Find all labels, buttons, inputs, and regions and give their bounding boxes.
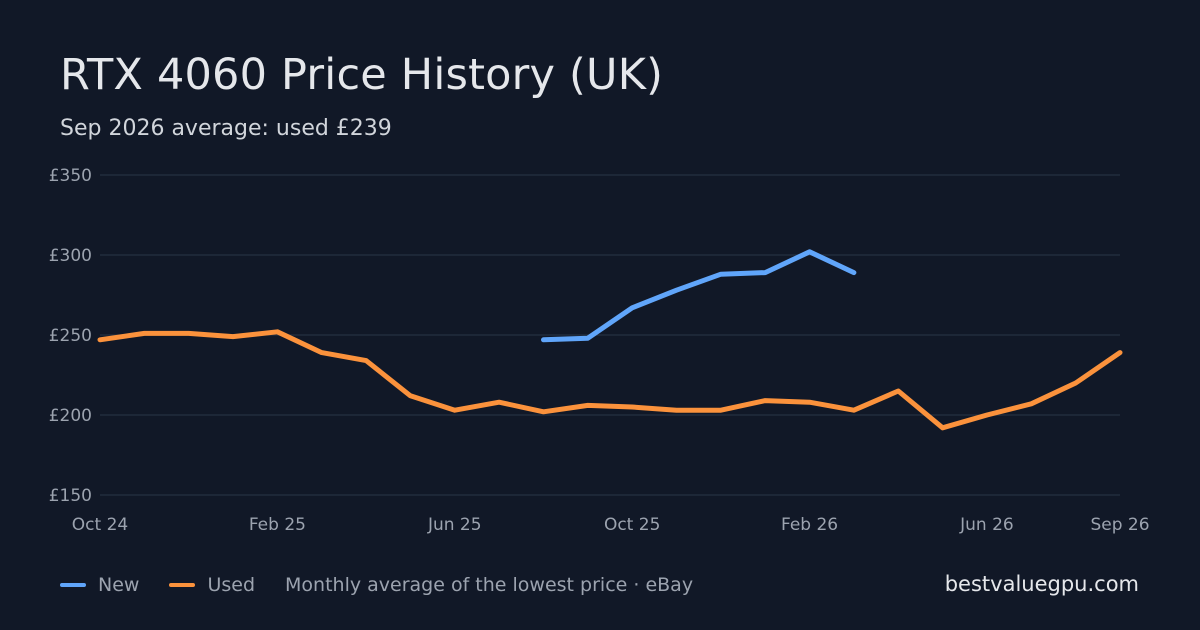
y-tick-label: £300 xyxy=(49,246,92,266)
y-tick-label: £350 xyxy=(49,166,92,186)
y-tick-label: £250 xyxy=(49,326,92,346)
series-line-new xyxy=(541,249,857,343)
site-name[interactable]: bestvaluegpu.com xyxy=(944,572,1139,596)
x-tick-label: Feb 25 xyxy=(249,515,306,535)
legend-swatch-new xyxy=(60,583,86,587)
chart-title: RTX 4060 Price History (UK) xyxy=(60,50,664,100)
source-note: Monthly average of the lowest price · eB… xyxy=(285,574,694,596)
y-tick-label: £200 xyxy=(49,406,92,426)
series-lines xyxy=(97,249,1123,431)
series-line-used xyxy=(97,329,1123,431)
legend-label-used: Used xyxy=(207,574,256,596)
y-tick-label: £150 xyxy=(49,486,92,506)
x-tick-label: Sep 26 xyxy=(1090,515,1149,535)
legend: New Used Monthly average of the lowest p… xyxy=(60,574,693,596)
x-axis-tick-labels: Oct 24 Feb 25 Jun 25 Oct 25 Feb 26 Jun 26 Sep … xyxy=(72,515,1150,535)
legend-item-new: New xyxy=(60,574,139,596)
legend-swatch-used xyxy=(169,583,196,587)
chart-subtitle: Sep 2026 average: used £239 xyxy=(60,116,392,141)
x-tick-label: Jun 26 xyxy=(959,515,1014,535)
legend-item-used: Used xyxy=(169,574,255,596)
x-tick-label: Oct 25 xyxy=(604,515,660,535)
x-tick-label: Feb 26 xyxy=(781,515,838,535)
y-axis-tick-labels: £150 £200 £250 £300 £350 xyxy=(49,166,92,506)
legend-label-new: New xyxy=(98,574,140,596)
x-tick-label: Oct 24 xyxy=(72,515,128,535)
x-tick-label: Jun 25 xyxy=(427,515,482,535)
grid-lines xyxy=(100,174,1120,496)
